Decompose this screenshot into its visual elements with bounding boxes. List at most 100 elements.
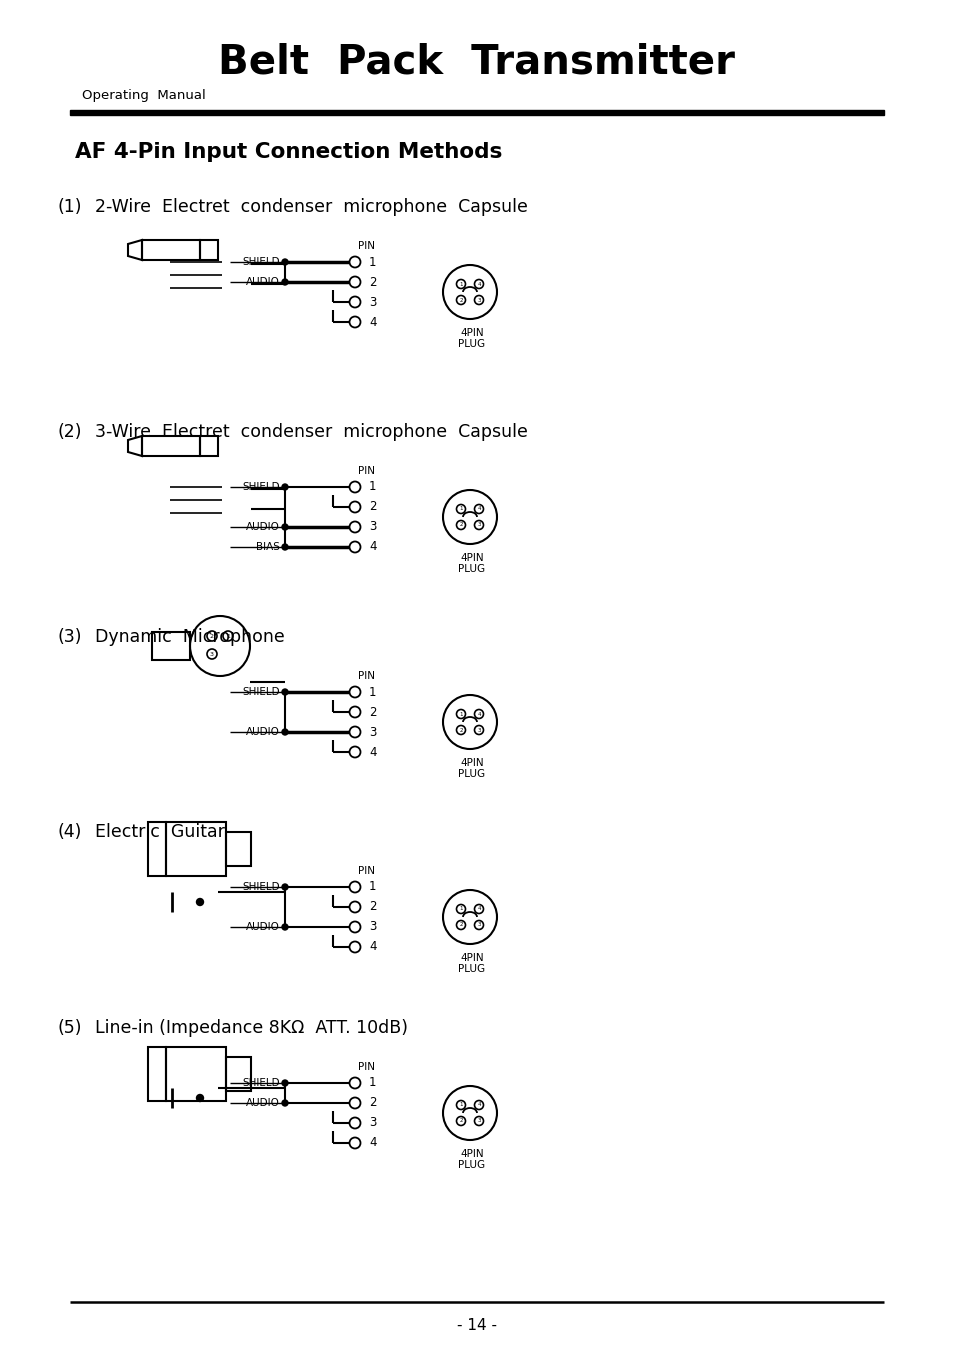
Text: AUDIO: AUDIO xyxy=(246,522,280,532)
Text: 3: 3 xyxy=(210,651,213,656)
Text: 4: 4 xyxy=(369,541,376,554)
Circle shape xyxy=(349,882,360,892)
Text: 4PIN: 4PIN xyxy=(459,328,483,338)
Text: 1: 1 xyxy=(369,686,376,698)
Bar xyxy=(70,111,883,115)
Circle shape xyxy=(282,689,288,696)
Text: PLUG: PLUG xyxy=(458,563,485,574)
Text: 2: 2 xyxy=(458,298,462,302)
Text: 4: 4 xyxy=(369,745,376,759)
Circle shape xyxy=(282,524,288,530)
Circle shape xyxy=(349,1117,360,1128)
Bar xyxy=(142,240,200,260)
Text: 4: 4 xyxy=(476,507,480,511)
Text: Line-in (Impedance 8KΩ  ATT. 10dB): Line-in (Impedance 8KΩ ATT. 10dB) xyxy=(95,1019,408,1037)
Text: 2: 2 xyxy=(369,900,376,914)
Text: 2: 2 xyxy=(458,523,462,527)
Text: Dynamic  Microphone: Dynamic Microphone xyxy=(95,628,284,646)
Circle shape xyxy=(282,1100,288,1105)
Text: 1: 1 xyxy=(226,634,230,639)
Text: 4PIN: 4PIN xyxy=(459,1148,483,1159)
Text: SHIELD: SHIELD xyxy=(242,483,280,492)
Text: SHIELD: SHIELD xyxy=(242,687,280,697)
Text: 4PIN: 4PIN xyxy=(459,953,483,962)
Text: 3: 3 xyxy=(476,922,480,927)
Bar xyxy=(166,822,226,876)
Bar xyxy=(152,632,190,661)
Text: AF 4-Pin Input Connection Methods: AF 4-Pin Input Connection Methods xyxy=(75,142,502,162)
Circle shape xyxy=(282,923,288,930)
Text: 3: 3 xyxy=(369,295,376,309)
Text: (3): (3) xyxy=(58,628,82,646)
Text: PIN: PIN xyxy=(358,865,375,876)
Text: PIN: PIN xyxy=(358,241,375,251)
Text: 2: 2 xyxy=(369,1096,376,1109)
Circle shape xyxy=(196,1095,203,1101)
Circle shape xyxy=(196,899,203,906)
Bar xyxy=(148,1047,166,1101)
Bar xyxy=(200,435,218,456)
Text: AUDIO: AUDIO xyxy=(246,1099,280,1108)
Text: 1: 1 xyxy=(458,906,462,911)
Text: 2: 2 xyxy=(458,728,462,732)
Text: 4: 4 xyxy=(369,941,376,953)
Text: 2: 2 xyxy=(458,922,462,927)
Text: 3: 3 xyxy=(476,298,480,302)
Bar xyxy=(142,435,200,456)
Text: AUDIO: AUDIO xyxy=(246,276,280,287)
Text: 4: 4 xyxy=(369,1136,376,1150)
Circle shape xyxy=(349,1097,360,1108)
Circle shape xyxy=(349,1077,360,1088)
Text: 4: 4 xyxy=(369,315,376,329)
Circle shape xyxy=(282,484,288,491)
Text: 3: 3 xyxy=(369,921,376,934)
Text: 1: 1 xyxy=(458,282,462,287)
Circle shape xyxy=(282,279,288,284)
Circle shape xyxy=(349,522,360,532)
Text: 1: 1 xyxy=(369,480,376,493)
Text: SHIELD: SHIELD xyxy=(242,257,280,267)
Text: 3: 3 xyxy=(476,523,480,527)
Text: PIN: PIN xyxy=(358,1062,375,1072)
Circle shape xyxy=(282,545,288,550)
Text: SHIELD: SHIELD xyxy=(242,1078,280,1088)
Circle shape xyxy=(349,1138,360,1148)
Text: 3: 3 xyxy=(369,725,376,739)
Bar xyxy=(148,822,166,876)
Circle shape xyxy=(349,297,360,307)
Text: PLUG: PLUG xyxy=(458,338,485,349)
Text: PLUG: PLUG xyxy=(458,768,485,779)
Text: (2): (2) xyxy=(58,423,82,441)
Circle shape xyxy=(349,256,360,267)
Text: 2: 2 xyxy=(458,1119,462,1123)
Text: 2: 2 xyxy=(210,634,213,639)
Circle shape xyxy=(282,259,288,266)
Bar xyxy=(226,832,251,865)
Text: PLUG: PLUG xyxy=(458,964,485,975)
Text: 1: 1 xyxy=(369,1077,376,1089)
Text: 3-Wire  Electret  condenser  microphone  Capsule: 3-Wire Electret condenser microphone Cap… xyxy=(95,423,527,441)
Circle shape xyxy=(282,1080,288,1086)
Text: AUDIO: AUDIO xyxy=(246,727,280,737)
Text: 2: 2 xyxy=(369,500,376,514)
Text: PIN: PIN xyxy=(358,671,375,681)
Circle shape xyxy=(282,729,288,735)
Text: 3: 3 xyxy=(369,520,376,534)
Circle shape xyxy=(349,501,360,512)
Text: BIAS: BIAS xyxy=(255,542,280,551)
Text: 2: 2 xyxy=(369,275,376,288)
Text: 3: 3 xyxy=(369,1116,376,1130)
Text: 4: 4 xyxy=(476,282,480,287)
Bar xyxy=(226,1057,251,1091)
Text: 1: 1 xyxy=(458,1103,462,1108)
Text: 4: 4 xyxy=(476,1103,480,1108)
Text: (4): (4) xyxy=(58,824,82,841)
Circle shape xyxy=(349,317,360,328)
Circle shape xyxy=(349,706,360,717)
Text: - 14 -: - 14 - xyxy=(456,1317,497,1333)
Circle shape xyxy=(349,941,360,953)
Text: 1: 1 xyxy=(369,256,376,268)
Circle shape xyxy=(349,747,360,758)
Circle shape xyxy=(349,902,360,913)
Text: (1): (1) xyxy=(58,198,82,216)
